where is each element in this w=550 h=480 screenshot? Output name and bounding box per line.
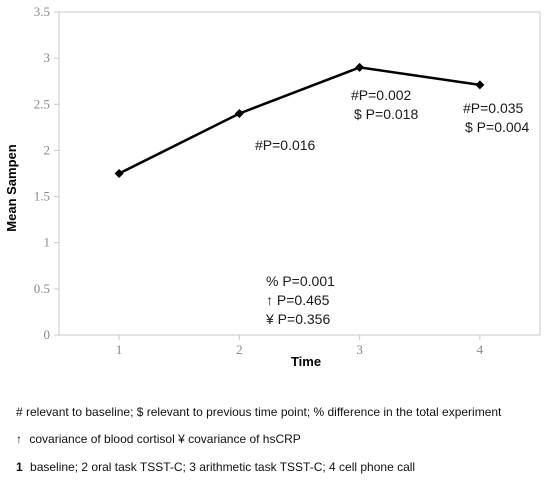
up-arrow-icon: ↑ [16, 432, 22, 446]
y-tick-label: 0 [44, 327, 51, 342]
data-point-marker [234, 109, 244, 119]
y-tick-label: 1 [44, 235, 51, 250]
annotation-point4-previous: $ P=0.004 [465, 119, 529, 135]
y-tick-label: 2 [44, 142, 51, 157]
y-tick-label: 3.5 [34, 4, 50, 19]
x-tick-label: 2 [236, 342, 243, 357]
footnote-symbols: # relevant to baseline; $ relevant to pr… [16, 405, 502, 419]
annotation-point4-baseline: #P=0.035 [463, 100, 524, 116]
plot-area-frame [58, 11, 541, 336]
footnote-timepoints-text: baseline; 2 oral task TSST-C; 3 arithmet… [30, 460, 416, 474]
data-point-marker [355, 62, 365, 72]
data-points [114, 62, 485, 178]
footnote-timepoint-number: 1 [16, 460, 23, 474]
chart-axes [58, 11, 541, 336]
y-axis-title: Mean Sampen [4, 144, 19, 231]
series-layer [118, 66, 481, 175]
y-tick-label: 1.5 [34, 189, 50, 204]
annotation-overall-cortisol: ↑ P=0.465 [266, 292, 330, 308]
x-axis-ticks: 1 2 3 4 [116, 335, 484, 357]
footnote-covariance-text: covariance of blood cortisol ¥ covarianc… [29, 432, 301, 446]
y-axis-ticks: 0 0.5 1 1.5 2 2.5 3 3.5 [34, 4, 59, 342]
x-tick-label: 3 [356, 342, 363, 357]
annotation-point3-baseline: #P=0.002 [351, 87, 412, 103]
x-tick-label: 1 [116, 342, 123, 357]
data-point-marker [114, 169, 124, 178]
annotation-overall-hscrp: ¥ P=0.356 [265, 311, 330, 327]
x-tick-label: 4 [477, 342, 484, 357]
y-tick-label: 2.5 [34, 96, 50, 111]
annotation-point3-previous: $ P=0.018 [354, 106, 418, 122]
annotation-overall-difference: % P=0.001 [266, 273, 335, 289]
x-axis-title: Time [291, 354, 321, 369]
footnote-timepoints: 1 baseline; 2 oral task TSST-C; 3 arithm… [16, 460, 415, 474]
annotation-point2-baseline: #P=0.016 [255, 137, 316, 153]
data-point-marker [475, 80, 485, 90]
y-tick-label: 3 [44, 50, 51, 65]
series-line [118, 66, 481, 175]
footnote-covariance: ↑ covariance of blood cortisol ¥ covaria… [16, 432, 301, 446]
y-tick-label: 0.5 [34, 281, 50, 296]
